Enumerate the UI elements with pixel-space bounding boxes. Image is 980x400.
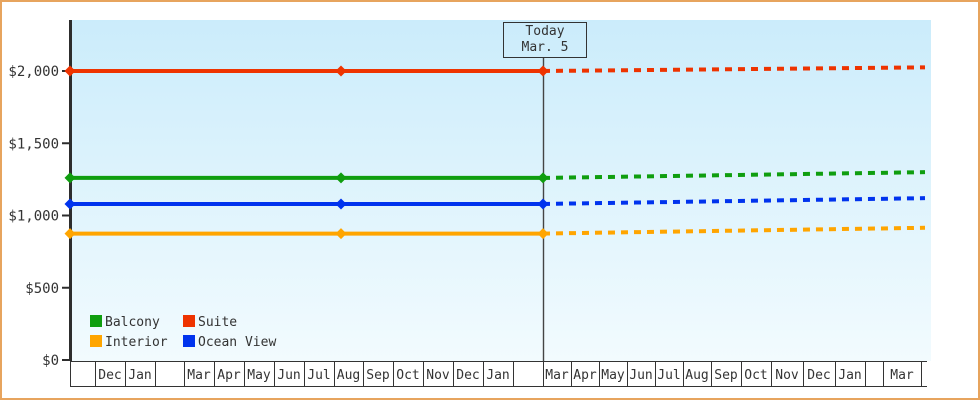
month-label: Aug (337, 368, 360, 383)
y-tick-label: $0 (42, 353, 59, 369)
data-point-marker-interior (335, 228, 347, 240)
legend-swatch-interior (90, 335, 102, 347)
today-date-label: Mar. 5 (521, 40, 569, 55)
y-tick-label: $500 (25, 281, 59, 297)
month-label: Oct (744, 368, 767, 383)
today-label: Today (525, 24, 565, 39)
month-label: May (247, 368, 271, 383)
month-label: Nov (775, 368, 799, 383)
month-label: Dec (807, 368, 830, 383)
month-label: Nov (426, 368, 450, 383)
month-label: Jul (307, 368, 330, 383)
month-label: Jan (486, 368, 509, 383)
projected-price-line-interior (542, 225, 926, 236)
data-point-marker-ocean-view (64, 198, 76, 210)
data-point-marker-suite (64, 65, 76, 77)
data-point-marker-interior (64, 228, 76, 240)
month-label: Jul (657, 368, 680, 383)
legend-swatch-balcony (90, 315, 102, 327)
month-label: Apr (217, 368, 241, 383)
month-label: Aug (685, 368, 708, 383)
y-tick-label: $1,500 (8, 136, 59, 152)
projected-price-line-balcony (542, 170, 926, 180)
y-tick-label: $2,000 (8, 64, 59, 80)
legend-label-ocean-view: Ocean View (198, 335, 276, 350)
data-point-marker-suite (335, 65, 347, 77)
month-label: Jan (128, 368, 151, 383)
month-label: Jun (277, 368, 300, 383)
legend-label-suite: Suite (198, 315, 237, 330)
data-point-marker-balcony (64, 172, 76, 184)
y-tick-label: $1,000 (8, 209, 59, 225)
month-label: Mar (187, 368, 211, 383)
month-label: Dec (456, 368, 479, 383)
data-point-marker-balcony (335, 172, 347, 184)
month-label: Sep (366, 368, 390, 383)
data-point-marker-balcony (537, 172, 549, 184)
projected-price-line-ocean-view (542, 196, 926, 206)
data-point-marker-interior (537, 228, 549, 240)
month-label: Jun (629, 368, 652, 383)
projected-price-line-suite (542, 65, 926, 73)
month-label: Apr (573, 368, 597, 383)
legend-label-interior: Interior (105, 335, 168, 350)
data-point-marker-ocean-view (335, 198, 347, 210)
data-point-marker-ocean-view (537, 198, 549, 210)
plot-area (72, 20, 931, 361)
data-point-marker-suite (537, 65, 549, 77)
legend-swatch-suite (183, 315, 195, 327)
month-label: Oct (396, 368, 419, 383)
month-label: Mar (545, 368, 569, 383)
month-label: Dec (98, 368, 121, 383)
month-label: May (601, 368, 625, 383)
legend-label-balcony: Balcony (105, 315, 160, 330)
month-label: Sep (714, 368, 738, 383)
today-annotation-box: Today Mar. 5 (503, 22, 587, 58)
month-label: Jan (838, 368, 861, 383)
y-axis-line (69, 20, 72, 361)
month-label: Mar (890, 368, 914, 383)
legend-swatch-ocean-view (183, 335, 195, 347)
